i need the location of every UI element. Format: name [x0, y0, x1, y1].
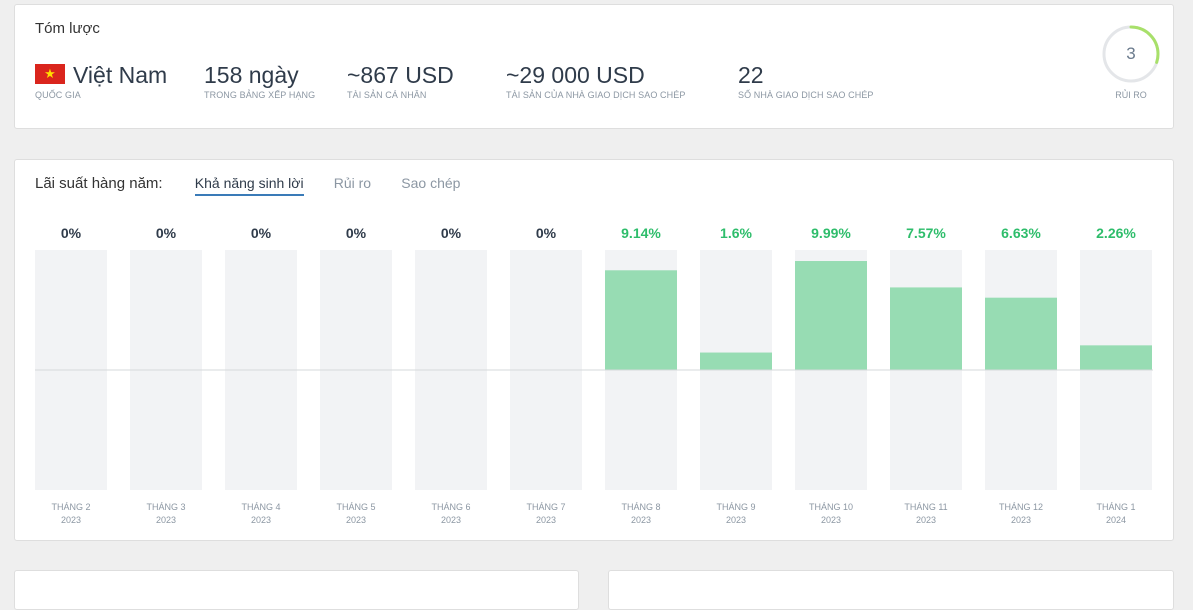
risk-value: 3 — [1126, 44, 1136, 63]
days-value: 158 ngày — [204, 62, 299, 88]
x-tick-year: 2024 — [1106, 515, 1126, 525]
days-stat: 158 ngày TRONG BẢNG XẾP HẠNG — [204, 61, 315, 100]
x-tick-label: THÁNG 1 — [1096, 502, 1135, 512]
country-stat: ★ Việt Nam QUỐC GIA — [35, 61, 167, 100]
x-tick-label: THÁNG 9 — [716, 502, 755, 512]
x-tick-year: 2023 — [536, 515, 556, 525]
vietnam-flag-icon: ★ — [35, 63, 65, 84]
tab-copying[interactable]: Sao chép — [401, 175, 461, 191]
country-label: QUỐC GIA — [35, 90, 81, 100]
x-tick-label: THÁNG 12 — [999, 502, 1043, 512]
copier-assets-stat: ~29 000 USD TÀI SẢN CỦA NHÀ GIAO DỊCH SA… — [506, 61, 685, 100]
data-label: 9.14% — [621, 225, 661, 241]
x-tick-year: 2023 — [441, 515, 461, 525]
bar — [700, 352, 772, 370]
data-label: 0% — [251, 225, 272, 241]
bottom-left-card — [14, 570, 579, 610]
returns-heading: Lãi suất hàng năm: — [35, 175, 163, 192]
data-label: 0% — [441, 225, 462, 241]
x-tick-label: THÁNG 4 — [241, 502, 280, 512]
bar — [890, 287, 962, 370]
tab-risk[interactable]: Rủi ro — [333, 175, 372, 191]
x-tick-label: THÁNG 8 — [621, 502, 660, 512]
copier-assets-label: TÀI SẢN CỦA NHÀ GIAO DỊCH SAO CHÉP — [506, 90, 686, 100]
x-tick-year: 2023 — [156, 515, 176, 525]
x-tick-label: THÁNG 6 — [431, 502, 470, 512]
returns-card: Lãi suất hàng năm: Khả năng sinh lời Rủi… — [14, 159, 1174, 541]
x-tick-year: 2023 — [61, 515, 81, 525]
x-tick-year: 2023 — [726, 515, 746, 525]
data-label: 2.26% — [1096, 225, 1136, 241]
summary-title: Tóm lược — [35, 20, 100, 37]
copier-assets-value: ~29 000 USD — [506, 62, 645, 88]
copiers-stat: 22 SỐ NHÀ GIAO DỊCH SAO CHÉP — [738, 61, 874, 100]
x-tick-year: 2023 — [916, 515, 936, 525]
x-tick-label: THÁNG 5 — [336, 502, 375, 512]
bar — [1080, 345, 1152, 370]
data-label: 7.57% — [906, 225, 946, 241]
copiers-value: 22 — [738, 62, 764, 88]
risk-ring-icon — [1102, 25, 1160, 83]
x-tick-year: 2023 — [1011, 515, 1031, 525]
bar — [795, 261, 867, 370]
risk-label: RỦI RO — [1115, 90, 1147, 100]
x-tick-year: 2023 — [631, 515, 651, 525]
data-label: 6.63% — [1001, 225, 1041, 241]
data-label: 0% — [536, 225, 557, 241]
personal-assets-stat: ~867 USD TÀI SẢN CÁ NHÂN — [347, 61, 454, 100]
data-label: 1.6% — [720, 225, 752, 241]
x-tick-label: THÁNG 10 — [809, 502, 853, 512]
country-value: Việt Nam — [73, 62, 168, 88]
summary-card: Tóm lược ★ Việt Nam QUỐC GIA 158 ngày TRO… — [14, 4, 1174, 129]
x-tick-label: THÁNG 3 — [146, 502, 185, 512]
personal-assets-label: TÀI SẢN CÁ NHÂN — [347, 90, 427, 100]
days-label: TRONG BẢNG XẾP HẠNG — [204, 90, 316, 100]
risk-gauge[interactable]: 3 — [1101, 24, 1161, 84]
tab-profitability[interactable]: Khả năng sinh lời — [194, 175, 304, 196]
data-label: 0% — [156, 225, 177, 241]
x-tick-label: THÁNG 2 — [51, 502, 90, 512]
bar — [985, 297, 1057, 370]
bottom-right-card — [608, 570, 1174, 610]
bar — [605, 270, 677, 370]
x-tick-label: THÁNG 11 — [904, 502, 947, 512]
data-label: 0% — [61, 225, 82, 241]
data-label: 0% — [346, 225, 367, 241]
monthly-returns-chart: 0% THÁNG 2 2023 0% THÁNG 3 2023 0% THÁNG 4 2023 0… — [35, 225, 1153, 525]
x-tick-year: 2023 — [821, 515, 841, 525]
copiers-label: SỐ NHÀ GIAO DỊCH SAO CHÉP — [738, 90, 874, 100]
risk-level-arc — [1102, 25, 1160, 83]
x-tick-label: THÁNG 7 — [526, 502, 565, 512]
personal-assets-value: ~867 USD — [347, 62, 454, 88]
x-tick-year: 2023 — [251, 515, 271, 525]
x-tick-year: 2023 — [346, 515, 366, 525]
returns-tabs: Lãi suất hàng năm: Khả năng sinh lời Rủi… — [35, 175, 486, 196]
data-label: 9.99% — [811, 225, 851, 241]
